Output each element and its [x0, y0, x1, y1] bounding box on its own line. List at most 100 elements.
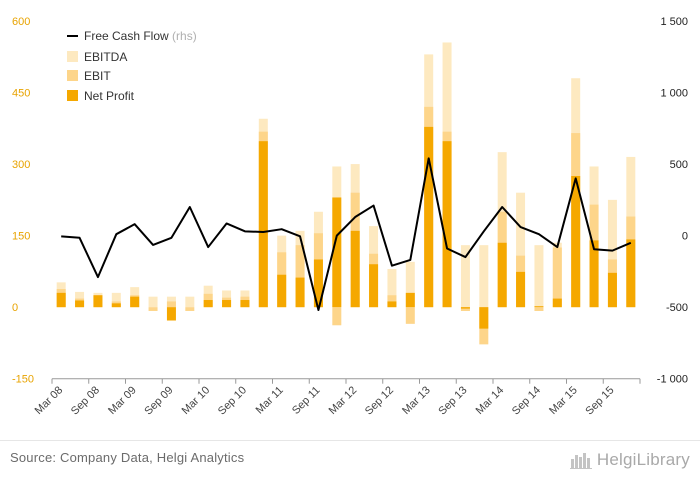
legend-item-ebitda: EBITDA	[67, 50, 127, 64]
bar-net-profit	[626, 239, 636, 308]
right-axis-tick-label: 1 000	[660, 88, 688, 100]
bar-net-profit	[442, 141, 452, 308]
x-axis-tick-label: Mar 15	[547, 384, 580, 417]
legend-item-ebit: EBIT	[67, 69, 111, 83]
legend-label-ebit: EBIT	[84, 69, 111, 83]
bar-ebitda	[111, 292, 121, 308]
left-axis-tick-label: 0	[12, 302, 18, 314]
bar-net-profit	[222, 300, 232, 308]
x-axis-tick-label: Sep 10	[216, 384, 249, 417]
bar-net-profit	[203, 300, 213, 308]
bar-net-profit	[424, 126, 434, 308]
bar-ebitda	[516, 192, 526, 308]
left-axis-tick-label: 150	[12, 231, 30, 243]
bar-ebitda	[479, 245, 489, 308]
brand-name: HelgiLibrary	[596, 450, 690, 469]
bar-net-profit	[607, 272, 617, 308]
bar-net-profit	[313, 259, 323, 308]
bar-ebitda	[607, 199, 617, 308]
bar-net-profit	[479, 307, 489, 329]
bar-net-profit	[332, 197, 342, 308]
legend-swatch-net-profit	[67, 90, 78, 101]
footer-divider	[0, 440, 700, 441]
bar-net-profit	[460, 307, 470, 309]
bar-net-profit	[516, 271, 526, 308]
x-axis-tick-label: Sep 13	[436, 384, 469, 417]
left-axis-tick-label: 600	[12, 16, 30, 28]
right-axis-tick-label: 0	[682, 231, 688, 243]
bar-ebitda	[405, 261, 415, 308]
bar-net-profit	[240, 300, 250, 308]
bar-net-profit	[571, 176, 581, 308]
bar-net-profit	[589, 240, 599, 308]
x-axis-tick-label: Mar 08	[33, 384, 66, 417]
legend-item-net-profit: Net Profit	[67, 89, 135, 103]
right-axis-tick-label: -500	[666, 302, 688, 314]
x-axis-tick-label: Sep 14	[510, 384, 543, 417]
bar-net-profit	[497, 242, 507, 308]
legend-label-net-profit: Net Profit	[84, 89, 135, 103]
x-axis-tick-label: Mar 12	[327, 384, 360, 417]
bar-net-profit	[75, 300, 85, 308]
bar-net-profit	[534, 306, 544, 308]
bar-ebit	[387, 295, 397, 308]
bar-net-profit	[369, 264, 379, 308]
bar-ebit	[460, 307, 470, 311]
legend: Free Cash Flow (rhs) EBITDA EBIT Net Pro…	[67, 29, 197, 103]
left-axis-tick-label: 450	[12, 88, 30, 100]
bar-net-profit	[295, 277, 305, 308]
bar-net-profit	[56, 292, 66, 308]
bar-net-profit	[93, 295, 103, 308]
left-axis-tick-label: 300	[12, 159, 30, 171]
bar-ebit	[166, 301, 176, 308]
brand-logo: HelgiLibrary	[569, 447, 690, 473]
left-axis: 600 450 300 150 0 -150	[12, 16, 34, 386]
bar-net-profit	[350, 230, 360, 308]
bar-net-profit	[130, 296, 140, 308]
bar-net-profit	[111, 303, 121, 308]
bar-ebitda	[148, 296, 158, 308]
bar-ebit	[405, 307, 415, 324]
bar-ebit	[295, 245, 305, 308]
x-ticks: Mar 08 Sep 08 Mar 09 Sep 09 Mar 10 Sep 10 Mar …	[33, 378, 641, 417]
legend-swatch-ebitda	[67, 51, 78, 62]
right-axis-tick-label: -1 000	[657, 374, 688, 386]
x-axis-tick-label: Mar 13	[400, 384, 433, 417]
right-axis-tick-label: 1 500	[660, 16, 688, 28]
right-axis-tick-label: 500	[670, 159, 688, 171]
bar-ebitda	[387, 269, 397, 308]
bars	[56, 42, 636, 345]
bar-ebit	[552, 247, 562, 308]
bar-net-profit	[552, 298, 562, 308]
x-axis-tick-label: Sep 08	[69, 384, 102, 417]
bar-net-profit	[166, 307, 176, 321]
x-axis-tick-label: Mar 10	[180, 384, 213, 417]
bar-net-profit	[405, 292, 415, 308]
x-axis-tick-label: Mar 11	[254, 384, 286, 416]
chart: 600 450 300 150 0 -150 1 500 1 000 500 0 -500 -1 0…	[12, 16, 688, 417]
library-icon	[569, 453, 592, 469]
x-axis-tick-label: Mar 14	[474, 384, 507, 417]
bar-ebit	[332, 307, 342, 326]
source-note: Source: Company Data, Helgi Analytics	[10, 450, 245, 465]
legend-item-free-cash-flow: Free Cash Flow (rhs)	[67, 29, 197, 43]
bar-net-profit	[277, 274, 287, 308]
bar-ebitda	[534, 245, 544, 308]
free-cash-flow-series	[61, 157, 632, 312]
right-axis: 1 500 1 000 500 0 -500 -1 000	[657, 16, 688, 386]
x-axis-tick-label: Sep 12	[363, 384, 396, 417]
bar-net-profit	[258, 141, 268, 308]
x-axis-tick-label: Mar 09	[106, 384, 139, 417]
bar-ebitda	[185, 296, 195, 308]
bar-net-profit	[387, 301, 397, 308]
bar-ebit	[185, 307, 195, 311]
x-axis-tick-label: Sep 11	[290, 384, 323, 417]
bar-ebitda	[460, 245, 470, 308]
x-axis-tick-label: Sep 09	[142, 384, 175, 417]
bar-ebit	[148, 307, 158, 311]
x-axis-tick-label: Sep 15	[583, 384, 616, 417]
legend-label-ebitda: EBITDA	[84, 50, 127, 64]
free-cash-flow-line	[61, 157, 632, 312]
bar-ebit	[534, 307, 544, 311]
legend-label-free-cash-flow: Free Cash Flow (rhs)	[84, 29, 197, 43]
